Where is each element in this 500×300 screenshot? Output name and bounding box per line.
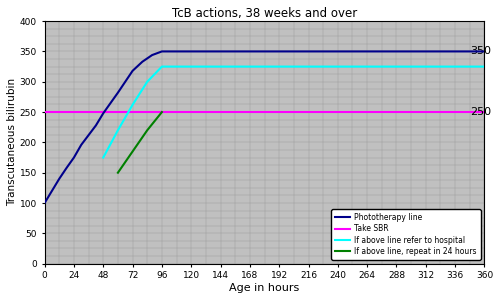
Y-axis label: Transcutaneous bilirubin: Transcutaneous bilirubin [7, 78, 17, 206]
Text: 250: 250 [470, 107, 491, 117]
X-axis label: Age in hours: Age in hours [230, 283, 300, 293]
Legend: Phototherapy line, Take SBR, If above line refer to hospital, If above line, rep: Phototherapy line, Take SBR, If above li… [332, 209, 480, 260]
Text: 350: 350 [470, 46, 491, 56]
Title: TcB actions, 38 weeks and over: TcB actions, 38 weeks and over [172, 7, 357, 20]
